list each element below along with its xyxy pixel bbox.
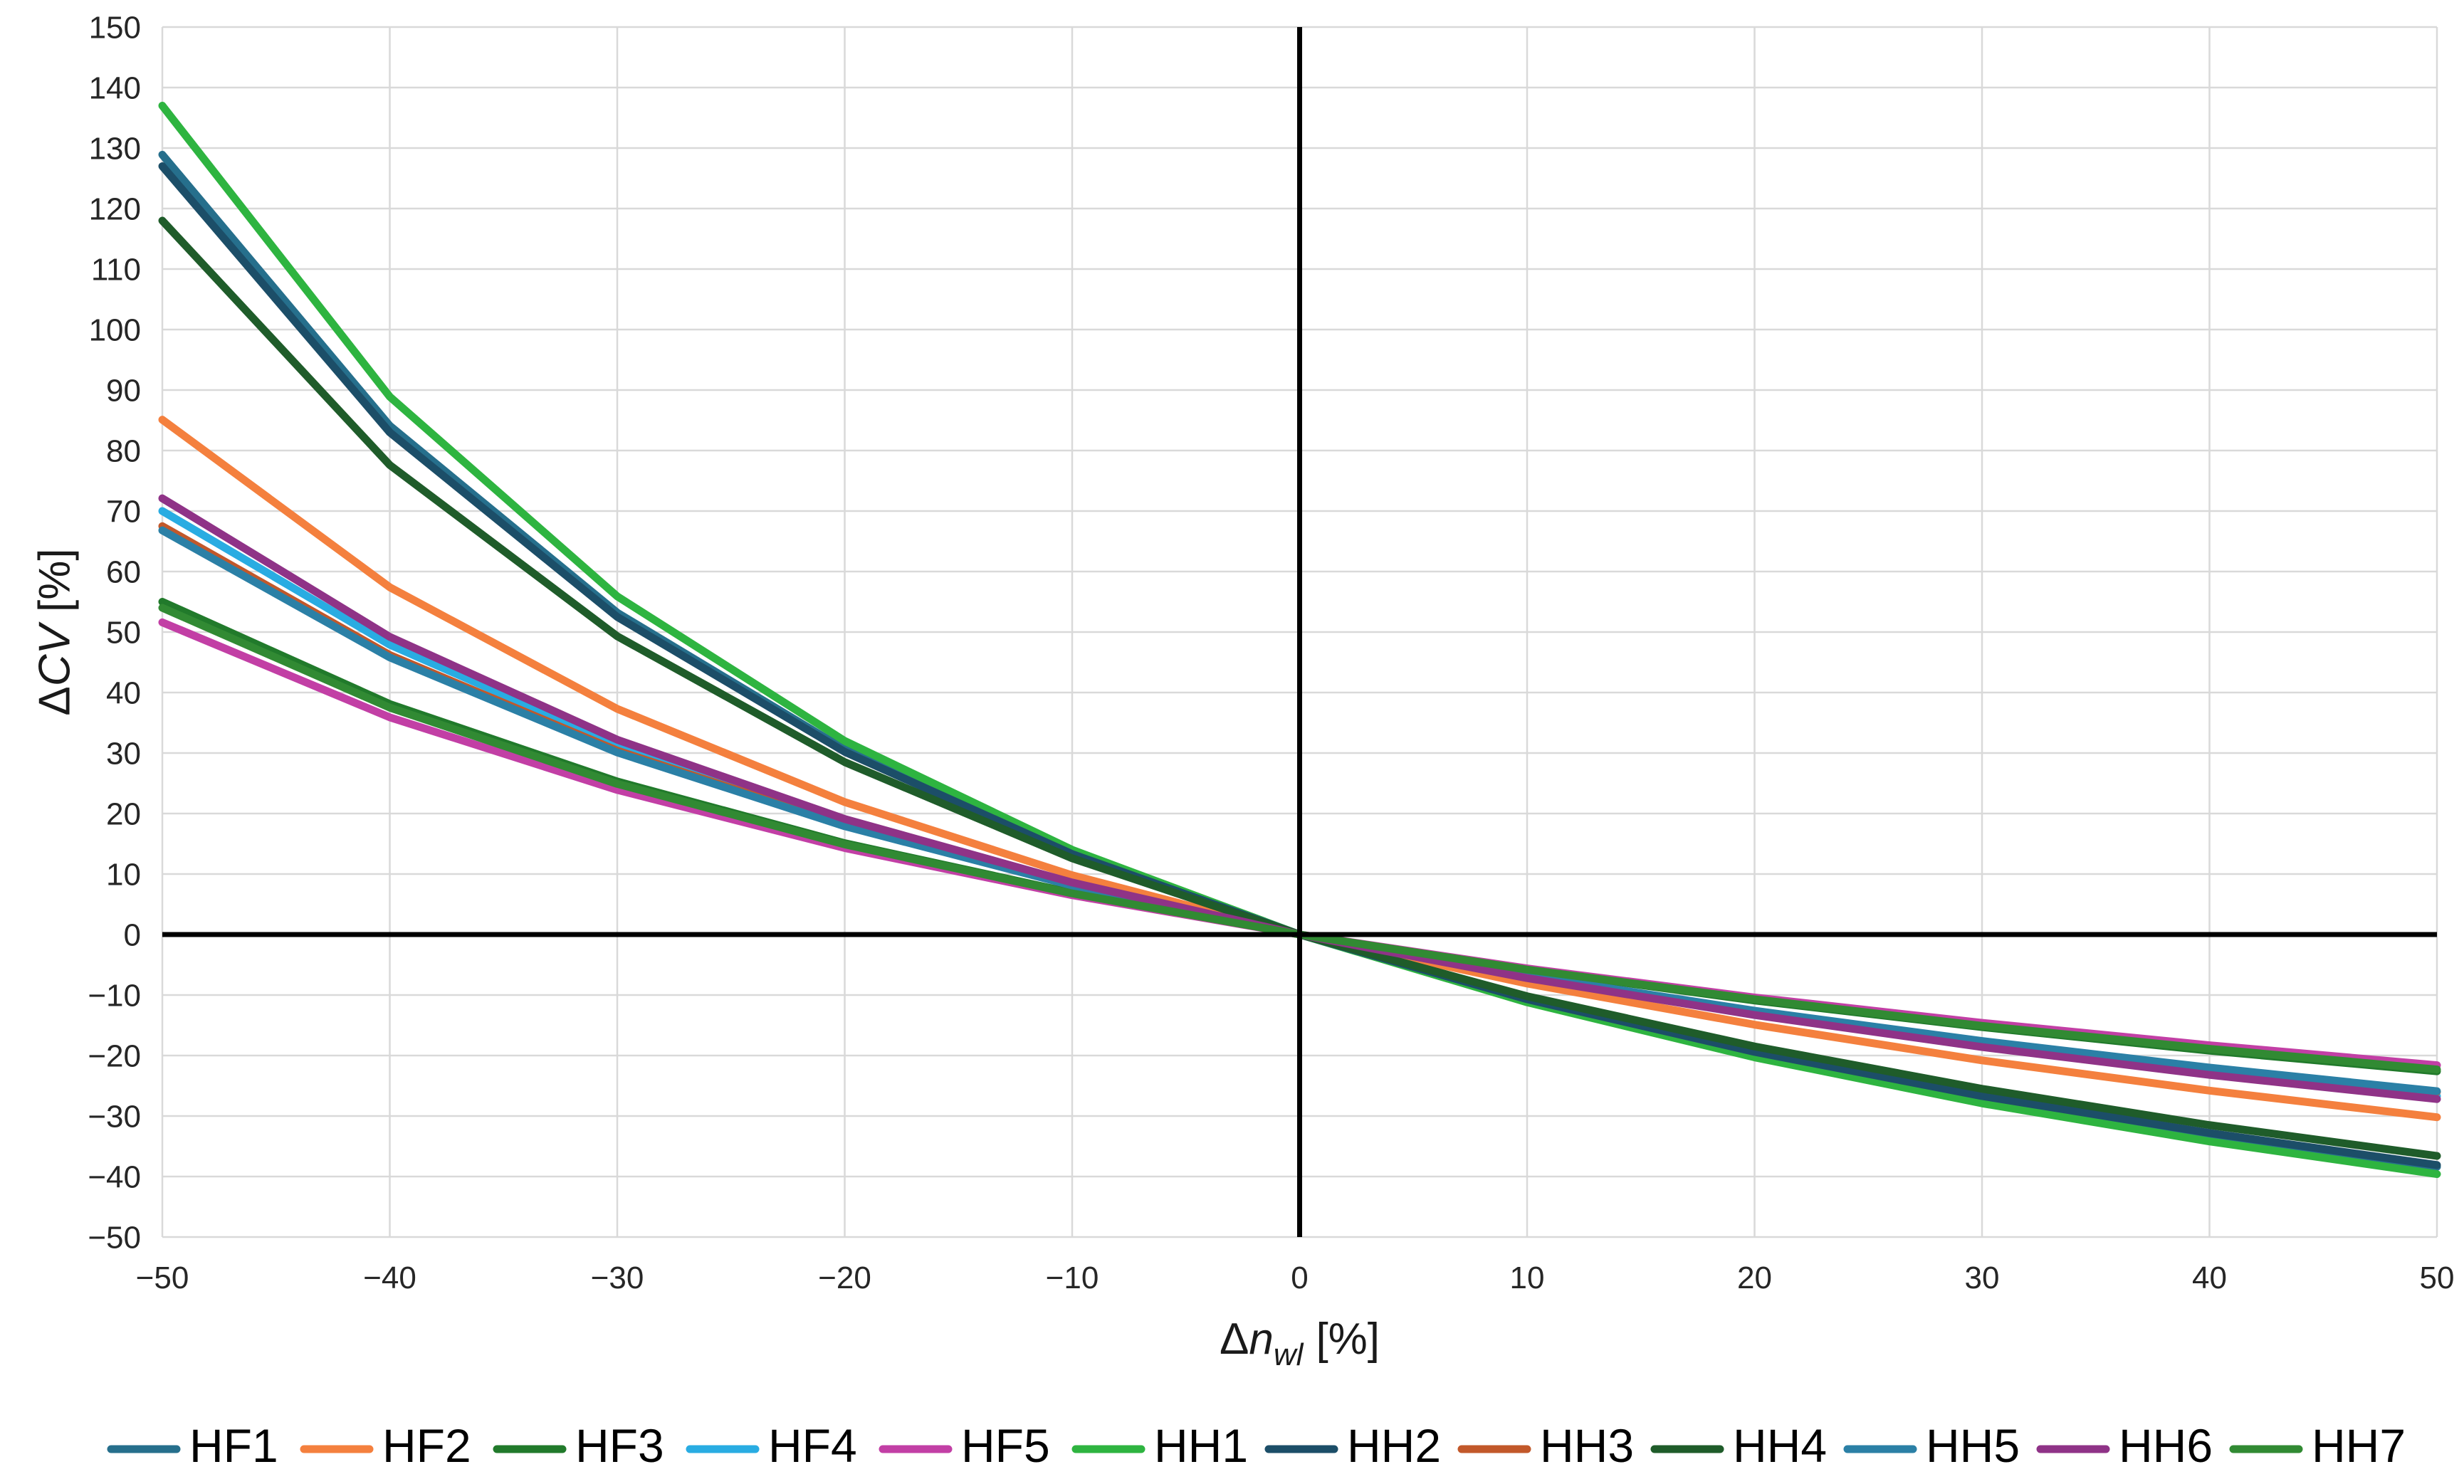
y-axis-title: ΔCV[%] <box>31 548 80 715</box>
y-tick-label: 150 <box>89 10 141 45</box>
legend-label-HF1: HF1 <box>189 1419 278 1472</box>
legend-label-HH3: HH3 <box>1540 1419 1634 1472</box>
x-tick-label: −20 <box>818 1261 871 1295</box>
y-tick-label: 70 <box>106 494 141 529</box>
y-tick-label: −40 <box>88 1159 141 1194</box>
legend-item-HH1: HH1 <box>1071 1419 1248 1472</box>
y-tick-label: 110 <box>91 252 141 287</box>
legend-label-HH4: HH4 <box>1733 1419 1827 1472</box>
legend-label-HF2: HF2 <box>382 1419 471 1472</box>
y-tick-label: −30 <box>88 1099 141 1134</box>
x-tick-label: 30 <box>1965 1261 2000 1295</box>
legend-label-HF4: HF4 <box>768 1419 857 1472</box>
y-tick-label: 120 <box>89 191 141 226</box>
y-tick-label: 90 <box>106 373 141 408</box>
y-tick-label: 0 <box>124 917 141 952</box>
x-tick-label: −50 <box>136 1261 189 1295</box>
legend-item-HH6: HH6 <box>2036 1419 2213 1472</box>
legend: HF1 HF2 HF3 HF4 HF5 HH1 HH2 HH3 HH4 HH5 HH6 HH7 <box>107 1419 2406 1472</box>
x-tick-label: 20 <box>1737 1261 1772 1295</box>
y-tick-label: −50 <box>88 1220 141 1255</box>
y-tick-label: 40 <box>106 675 141 710</box>
legend-label-HF5: HF5 <box>961 1419 1050 1472</box>
legend-label-HH1: HH1 <box>1154 1419 1248 1472</box>
legend-label-HH2: HH2 <box>1347 1419 1441 1472</box>
y-tick-label: 100 <box>89 312 141 347</box>
y-tick-label: 50 <box>106 615 141 650</box>
legend-item-HF2: HF2 <box>300 1419 471 1472</box>
x-tick-label: −40 <box>363 1261 416 1295</box>
y-axis-title-text: ΔCV[%] <box>31 548 80 715</box>
legend-item-HH2: HH2 <box>1264 1419 1441 1472</box>
legend-item-HH4: HH4 <box>1650 1419 1827 1472</box>
y-tick-label: 130 <box>89 131 141 166</box>
y-tick-label: 10 <box>106 857 141 892</box>
legend-item-HF1: HF1 <box>107 1419 278 1472</box>
legend-item-HF4: HF4 <box>686 1419 857 1472</box>
legend-item-HF5: HF5 <box>879 1419 1050 1472</box>
legend-item-HH7: HH7 <box>2229 1419 2406 1472</box>
legend-item-HF3: HF3 <box>493 1419 664 1472</box>
y-tick-label: 80 <box>106 433 141 468</box>
legend-item-HH5: HH5 <box>1843 1419 2020 1472</box>
legend-label-HF3: HF3 <box>575 1419 664 1472</box>
y-tick-label: 140 <box>89 70 141 105</box>
x-axis-title: Δnwl [%] <box>1220 1315 1380 1372</box>
x-tick-label: 50 <box>2420 1261 2455 1295</box>
y-tick-label: −10 <box>88 978 141 1013</box>
legend-item-HH3: HH3 <box>1457 1419 1634 1472</box>
legend-label-HH5: HH5 <box>1926 1419 2020 1472</box>
x-tick-label: 40 <box>2192 1261 2227 1295</box>
x-tick-label: 10 <box>1510 1261 1545 1295</box>
y-tick-label: −20 <box>88 1038 141 1073</box>
y-tick-label: 30 <box>106 736 141 771</box>
zero-axis-lines <box>162 27 2437 1237</box>
y-tick-labels: 1501401301201101009080706050403020100−10… <box>88 10 141 1255</box>
x-tick-labels: −50 −40 −30 −20 −10 0 10 20 30 40 50 <box>136 1261 2455 1295</box>
y-tick-label: 60 <box>106 554 141 589</box>
x-tick-label: −10 <box>1046 1261 1099 1295</box>
x-axis-title-text: Δnwl [%] <box>1220 1315 1380 1372</box>
x-tick-label: 0 <box>1291 1261 1308 1295</box>
x-tick-label: −30 <box>591 1261 644 1295</box>
legend-label-HH7: HH7 <box>2312 1419 2406 1472</box>
y-tick-label: 20 <box>106 796 141 831</box>
legend-label-HH6: HH6 <box>2119 1419 2213 1472</box>
